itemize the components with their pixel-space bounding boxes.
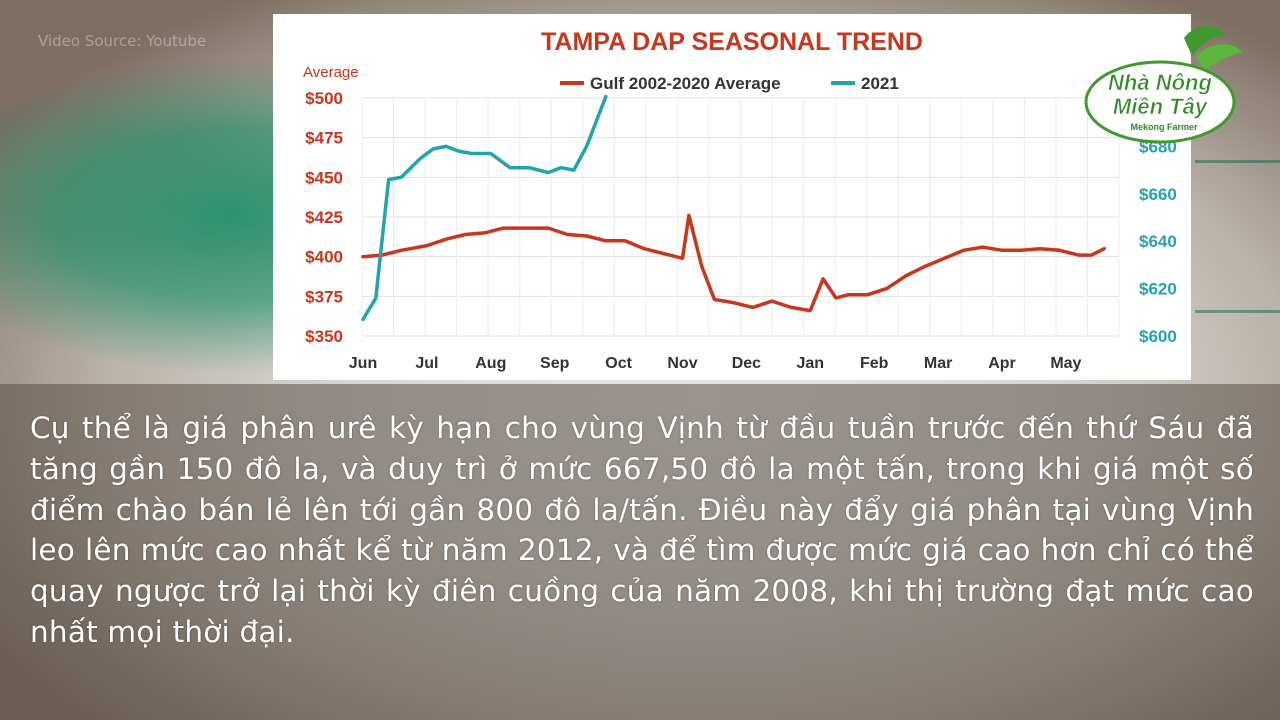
- logo-line2: Miền Tây: [1113, 94, 1209, 119]
- logo-line1: Nhà Nông: [1108, 70, 1212, 95]
- y-left-tick-label: $350: [305, 327, 343, 346]
- video-source-watermark: Video Source: Youtube: [38, 32, 207, 50]
- x-tick-label: Jun: [349, 355, 377, 372]
- series-line-gulf-average: [361, 213, 1106, 313]
- series-line-2021: [361, 94, 608, 322]
- logo-badge: [1084, 60, 1236, 144]
- bag-stripe: [1195, 160, 1280, 163]
- dap-trend-chart: TAMPA DAP SEASONAL TREND Average Gulf 20…: [303, 28, 1177, 372]
- logo-tagline: Mekong Farmer: [1130, 122, 1198, 132]
- chart-legend: Gulf 2002-2020 Average 2021: [560, 74, 899, 93]
- caption-text: Cụ thể là giá phân urê kỳ hạn cho vùng V…: [30, 411, 1254, 649]
- y-right-tick-label: $620: [1139, 280, 1177, 299]
- y-right-tick-label: $600: [1139, 327, 1177, 346]
- chart-title: TAMPA DAP SEASONAL TREND: [541, 28, 923, 56]
- chart-grid: [361, 97, 1120, 337]
- x-tick-label: Dec: [732, 355, 761, 372]
- x-tick-label: Oct: [605, 355, 632, 372]
- leaf-icon: [1196, 44, 1242, 70]
- legend-entry: Gulf 2002-2020 Average: [590, 74, 781, 93]
- y-left-tick-label: $375: [305, 287, 343, 306]
- y-left-tick-label: $425: [305, 208, 343, 227]
- x-tick-label: Apr: [988, 355, 1016, 372]
- x-tick-label: Mar: [924, 355, 952, 372]
- caption-overlay: [0, 384, 1280, 720]
- y-left-tick-label: $400: [305, 248, 343, 267]
- y-right-tick-label: $640: [1139, 232, 1177, 251]
- x-tick-label: Jan: [797, 355, 825, 372]
- y-left-tick-label: $450: [305, 168, 343, 187]
- x-tick-label: Feb: [860, 355, 889, 372]
- y-right-tick-label: $660: [1139, 185, 1177, 204]
- chart-lines: [361, 94, 1106, 322]
- leaf-icon: [1184, 26, 1226, 56]
- nha-nong-mien-tay-logo: Nhà Nông Miền Tây Mekong Farmer: [1084, 26, 1242, 144]
- y-left-tick-label: $475: [305, 129, 343, 148]
- x-tick-label: Sep: [540, 355, 570, 372]
- x-tick-label: May: [1050, 355, 1081, 372]
- y-left-tick-label: $500: [305, 89, 343, 108]
- chart-ticks: $500$475$450$425$400$375$350$680$660$640…: [305, 89, 1177, 372]
- x-tick-label: Jul: [415, 355, 438, 372]
- x-tick-label: Aug: [475, 355, 506, 372]
- chart-panel: TAMPA DAP SEASONAL TREND Average Gulf 20…: [273, 14, 1191, 380]
- bag-stripe: [1195, 310, 1280, 313]
- legend-entry: 2021: [861, 74, 899, 93]
- left-axis-label: Average: [303, 64, 359, 81]
- x-tick-label: Nov: [667, 355, 697, 372]
